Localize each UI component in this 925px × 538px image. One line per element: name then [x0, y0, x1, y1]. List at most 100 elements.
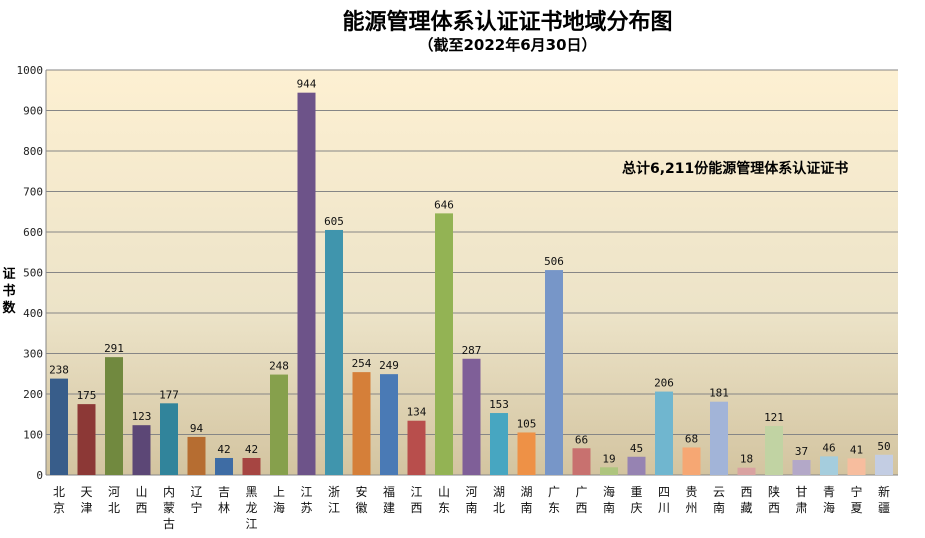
- x-tick-label: 浙江: [328, 485, 340, 515]
- data-label: 153: [489, 398, 509, 411]
- bar: [105, 357, 123, 475]
- bar: [352, 372, 371, 475]
- bar: [490, 413, 508, 475]
- x-tick-label: 黑龙江: [245, 485, 257, 531]
- bar: [325, 229, 343, 475]
- bar: [710, 401, 728, 475]
- data-label: 68: [685, 432, 698, 445]
- bar: [270, 374, 288, 475]
- x-tick-label: 河南: [465, 485, 477, 515]
- data-label: 19: [602, 452, 615, 465]
- bar: [77, 404, 96, 475]
- x-tick-label: 上海: [273, 485, 285, 515]
- bar: [297, 92, 316, 476]
- y-tick-label: 600: [23, 226, 43, 239]
- bar: [435, 213, 453, 475]
- x-tick-label: 河北: [108, 485, 120, 515]
- bar: [517, 432, 536, 475]
- x-tick-label: 海南: [603, 484, 615, 515]
- data-label: 50: [877, 440, 890, 453]
- y-axis-label: 证书数: [2, 267, 16, 316]
- x-tick-label: 北京: [53, 485, 65, 515]
- total-annotation: 总计6,211份能源管理体系认证证书: [622, 161, 849, 177]
- x-tick-label: 青海: [823, 485, 835, 515]
- x-tick-label: 吉林: [218, 485, 230, 515]
- bar: [682, 447, 701, 475]
- bar: [820, 456, 838, 475]
- y-tick-label: 400: [23, 307, 43, 320]
- data-label: 944: [297, 78, 317, 91]
- data-label: 254: [352, 357, 372, 370]
- x-tick-label: 福建: [383, 484, 395, 515]
- y-tick-label: 1000: [17, 64, 44, 77]
- bar: [160, 403, 178, 475]
- x-tick-label: 山西: [135, 485, 147, 515]
- y-tick-label: 500: [23, 267, 43, 280]
- data-label: 249: [379, 359, 399, 372]
- bar: [407, 420, 426, 475]
- x-tick-label: 云南: [713, 485, 725, 515]
- bar: [875, 454, 893, 475]
- y-tick-label: 300: [23, 348, 43, 361]
- data-label: 206: [654, 377, 674, 390]
- data-label: 248: [269, 360, 289, 373]
- x-tick-label: 广东: [548, 485, 560, 515]
- x-tick-label: 辽宁: [190, 485, 202, 515]
- data-label: 42: [217, 443, 230, 456]
- x-tick-label: 安徽: [355, 484, 367, 515]
- data-label: 123: [132, 410, 152, 423]
- data-label: 605: [324, 215, 344, 228]
- data-label: 42: [245, 443, 258, 456]
- data-label: 177: [159, 388, 179, 401]
- data-label: 175: [77, 389, 97, 402]
- data-label: 45: [630, 442, 643, 455]
- bar: [50, 378, 68, 475]
- data-label: 105: [517, 417, 537, 430]
- x-tick-label: 广西: [575, 485, 587, 515]
- x-tick-label: 宁夏: [850, 484, 862, 515]
- bar: [462, 358, 481, 475]
- data-label: 291: [104, 342, 124, 355]
- data-label: 94: [190, 422, 204, 435]
- bar: [215, 457, 233, 475]
- x-tick-label: 江西: [410, 485, 422, 515]
- bar: [737, 467, 756, 475]
- data-label: 287: [462, 344, 482, 357]
- y-tick-label: 700: [23, 186, 43, 199]
- bar: [792, 460, 811, 475]
- y-tick-label: 900: [23, 105, 43, 118]
- x-tick-label: 贵州: [685, 485, 697, 515]
- y-tick-label: 0: [36, 469, 43, 482]
- data-label: 121: [764, 411, 784, 424]
- x-tick-label: 湖北: [493, 484, 505, 515]
- bar: [545, 270, 563, 475]
- x-tick-label: 新疆: [878, 484, 890, 515]
- x-tick-label: 甘肃: [795, 485, 807, 515]
- chart-title: 能源管理体系认证证书地域分布图: [342, 9, 673, 35]
- bar: [765, 425, 783, 475]
- data-label: 238: [49, 364, 69, 377]
- data-label: 646: [434, 198, 454, 211]
- data-label: 46: [822, 441, 835, 454]
- data-label: 41: [850, 443, 863, 456]
- x-tick-label: 江苏: [300, 485, 312, 515]
- bar: [132, 425, 151, 475]
- x-tick-label: 重庆: [630, 485, 642, 515]
- x-tick-label: 天津: [80, 485, 92, 515]
- data-label: 18: [740, 453, 753, 466]
- data-label: 66: [575, 433, 588, 446]
- data-label: 506: [544, 255, 564, 268]
- x-tick-label: 西藏: [740, 485, 752, 515]
- chart-subtitle: （截至2022年6月30日）: [418, 36, 597, 54]
- x-tick-label: 内蒙古: [163, 485, 175, 531]
- bar: [242, 457, 261, 475]
- x-tick-label: 湖南: [520, 484, 532, 515]
- bar: [187, 436, 206, 475]
- bar: [600, 467, 618, 475]
- x-tick-label: 山东: [438, 485, 450, 515]
- x-tick-label: 陕西: [768, 484, 780, 515]
- bar: [380, 374, 398, 475]
- data-label: 134: [407, 406, 427, 419]
- y-tick-label: 100: [23, 429, 43, 442]
